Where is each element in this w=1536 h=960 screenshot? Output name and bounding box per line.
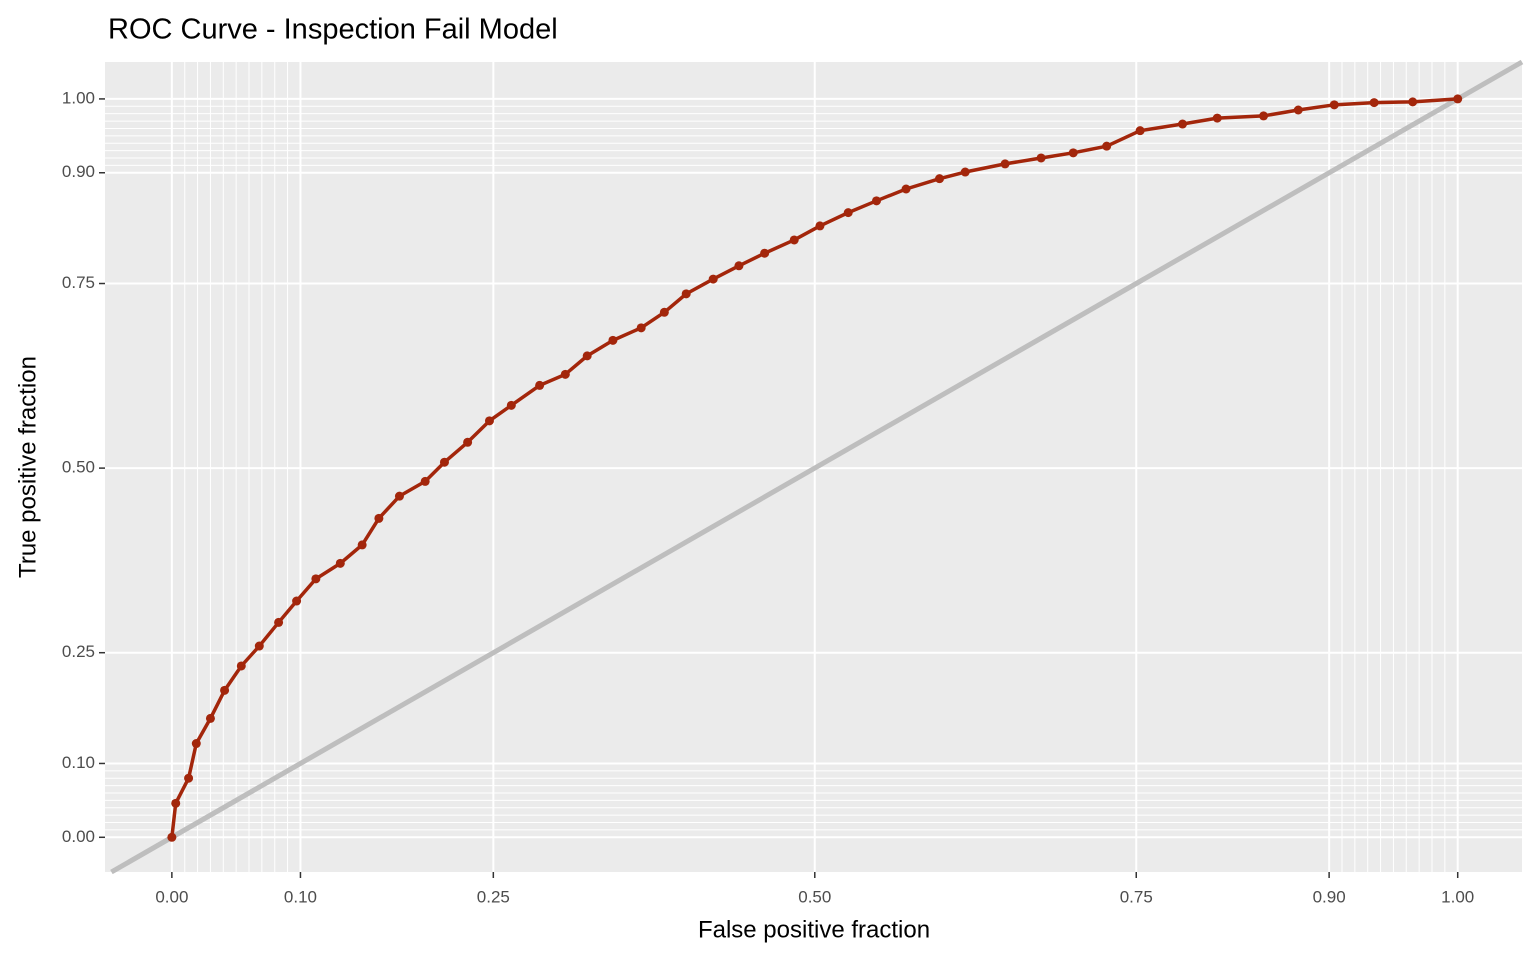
roc-point [1453, 94, 1463, 104]
roc-point [815, 221, 825, 231]
y-tick-label: 1.00 [62, 88, 95, 107]
roc-point [681, 289, 691, 299]
roc-point [205, 713, 215, 723]
roc-point [1408, 97, 1418, 107]
roc-point [184, 773, 194, 783]
roc-point [1000, 159, 1010, 169]
roc-point [167, 832, 177, 842]
roc-point [1102, 141, 1112, 151]
roc-curve [170, 97, 1458, 838]
roc-point [1068, 148, 1078, 158]
roc-point [960, 167, 970, 177]
x-tick-label: 0.90 [1313, 887, 1346, 906]
roc-point [463, 437, 473, 447]
roc-point [708, 274, 718, 284]
roc-point [734, 261, 744, 271]
roc-point [254, 641, 264, 651]
y-tick-label: 0.00 [62, 827, 95, 846]
x-tick-label: 0.50 [798, 887, 831, 906]
roc-point [582, 351, 592, 361]
roc-point [220, 685, 230, 695]
roc-point [1212, 113, 1222, 123]
roc-point [420, 476, 430, 486]
x-tick-label: 0.25 [477, 887, 510, 906]
roc-point [1329, 100, 1339, 110]
roc-point [901, 184, 911, 194]
roc-point [236, 661, 246, 671]
x-tick-label: 0.00 [155, 887, 188, 906]
roc-point [608, 335, 618, 345]
roc-point [1369, 98, 1379, 108]
reference-line [110, 59, 1524, 875]
y-tick-label: 0.75 [62, 273, 95, 292]
roc-point [374, 513, 384, 523]
roc-point [535, 380, 545, 390]
roc-point [484, 416, 494, 426]
roc-point [935, 174, 945, 184]
y-tick-label: 0.10 [62, 753, 95, 772]
roc-point [560, 369, 570, 379]
roc-point [439, 457, 449, 467]
roc-point [1178, 119, 1188, 129]
x-tick-label: 0.10 [284, 887, 317, 906]
roc-point [394, 491, 404, 501]
x-axis-label: False positive fraction [698, 916, 930, 943]
chart-title: ROC Curve - Inspection Fail Model [108, 14, 558, 46]
roc-point [506, 400, 516, 410]
roc-point [659, 307, 669, 317]
roc-point [311, 574, 321, 584]
roc-point [335, 558, 345, 568]
x-tick-label: 1.00 [1441, 887, 1474, 906]
roc-point [636, 323, 646, 333]
x-tick-label: 0.75 [1120, 887, 1153, 906]
y-tick-label: 0.50 [62, 458, 95, 477]
roc-point [191, 739, 201, 749]
roc-point [357, 540, 367, 550]
y-tick-label: 0.25 [62, 642, 95, 661]
roc-point [1293, 105, 1303, 115]
roc-point [760, 248, 770, 258]
roc-point [1259, 111, 1269, 121]
roc-point [789, 235, 799, 245]
roc-point [1036, 153, 1046, 163]
y-tick-label: 0.90 [62, 162, 95, 181]
roc-point [872, 196, 882, 206]
roc-point [292, 596, 302, 606]
roc-point [1135, 126, 1145, 136]
roc-point [171, 798, 181, 808]
roc-point [274, 617, 284, 627]
y-axis-label: True positive fraction [14, 356, 41, 578]
roc-point [843, 208, 853, 218]
